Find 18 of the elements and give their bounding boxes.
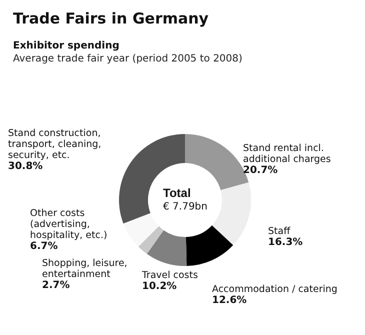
text: € 7.79bn (163, 202, 208, 212)
slice-label: Staff (268, 226, 291, 237)
slice-label: Shopping, leisure, entertainment (42, 258, 128, 280)
slice-label: Travel costs (141, 270, 198, 281)
slice-label: Stand construction, transport, cleaning, security, etc. (8, 128, 102, 161)
slice-label: Accommodation / catering (212, 284, 338, 295)
data-label: 16.3% (268, 237, 303, 248)
data-label: 30.8% (8, 161, 43, 172)
text: Total (163, 186, 191, 200)
chart-subtitle: Exhibitor spending Average trade fair year (period 2005 to 2008) (13, 40, 243, 64)
data-label: 10.2% (142, 281, 177, 292)
slice-label: Other costs (advertising, hospitality, etc.) (30, 208, 108, 241)
data-label: 2.7% (42, 280, 70, 291)
slice-label: Stand rental incl. additional charges (243, 143, 331, 165)
data-label: 6.7% (30, 241, 58, 252)
data-label: 20.7% (243, 165, 278, 176)
data-label: 12.6% (212, 295, 247, 306)
chart-title: Trade Fairs in Germany (13, 10, 209, 28)
